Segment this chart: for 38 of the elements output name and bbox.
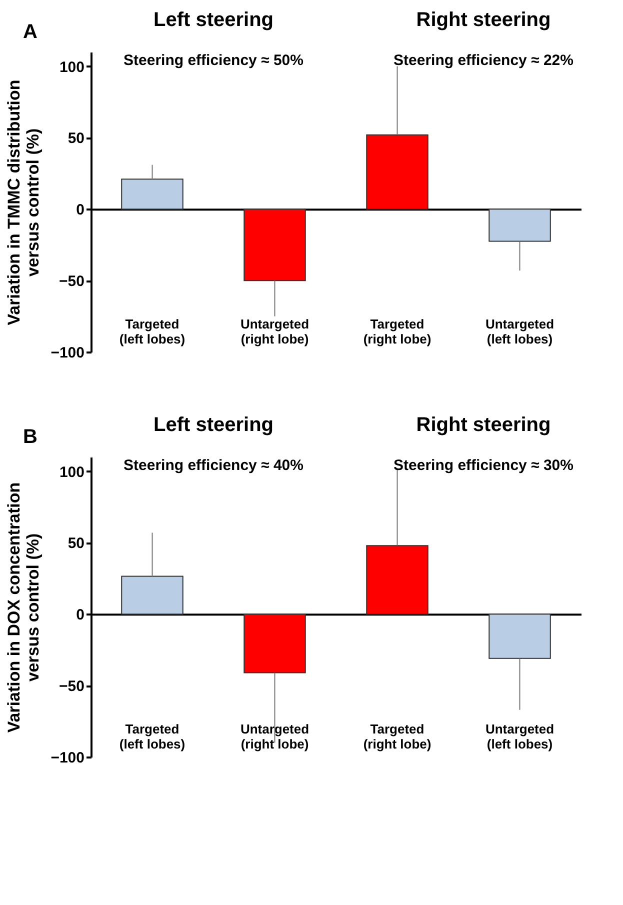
bar (366, 134, 428, 210)
y-tick-label: 0 (76, 606, 84, 624)
annotation: Steering efficiency ≈ 22% (394, 52, 574, 69)
bar (121, 178, 184, 210)
annotation: Steering efficiency ≈ 40% (124, 457, 304, 474)
y-tick-label: −50 (59, 678, 84, 696)
text: Left steering (153, 414, 274, 436)
x-tick-label: Targeted (left lobes) (119, 316, 186, 346)
x-tick-label: Targeted (right lobe) (363, 722, 432, 752)
annotation: Steering efficiency ≈ 30% (394, 457, 574, 474)
y-tick-label: −100 (50, 750, 84, 766)
chart-title: A (23, 21, 38, 43)
bar (488, 208, 551, 242)
y-tick-label: 0 (76, 202, 84, 219)
x-tick-label: Untargeted (right lobe) (240, 316, 310, 346)
y-tick-label: 100 (59, 58, 84, 76)
bar (244, 614, 306, 674)
y-tick-label: 100 (59, 464, 84, 481)
y-tick-label: 50 (68, 535, 84, 552)
y-tick-label: 50 (68, 130, 84, 148)
bar (244, 208, 306, 282)
bar (121, 576, 184, 615)
x-tick-label: Untargeted (right lobe) (240, 722, 310, 752)
y-axis-title: Variation in DOX concentration versus control (%) (4, 482, 43, 733)
x-tick-label: Targeted (right lobe) (363, 316, 432, 346)
x-tick-label: Untargeted (left lobes) (485, 722, 554, 752)
text: Left steering (153, 9, 274, 31)
y-axis-title: Variation in TMMC distribution versus control (%) (4, 80, 43, 326)
bar (366, 545, 428, 615)
bar (488, 614, 551, 659)
annotation: Steering efficiency ≈ 50% (124, 52, 304, 69)
chart-title: B (23, 426, 38, 448)
text: Right steering (416, 9, 551, 31)
text: Right steering (416, 414, 551, 436)
y-tick-label: −50 (59, 273, 84, 290)
x-tick-label: Targeted (left lobes) (119, 722, 186, 752)
x-tick-label: Untargeted (left lobes) (485, 316, 554, 346)
y-tick-label: −100 (50, 344, 84, 362)
